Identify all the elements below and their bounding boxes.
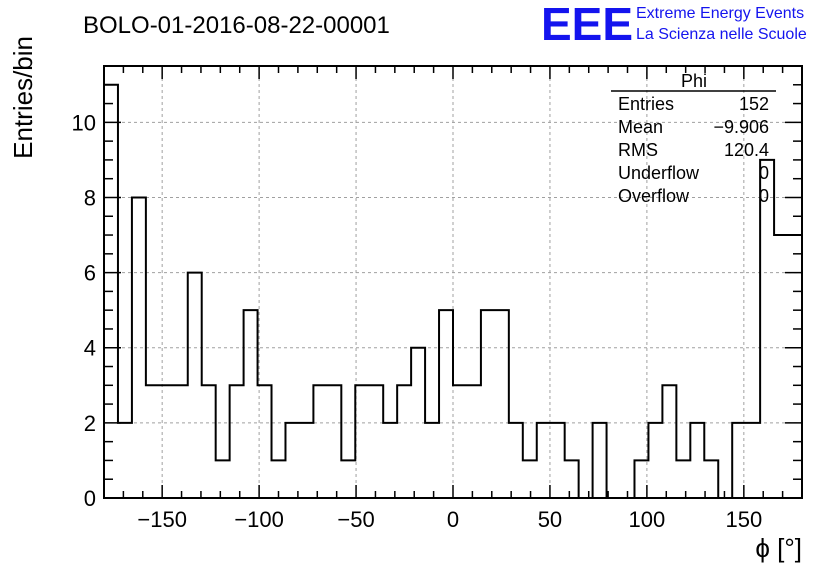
grid-lines [104,66,802,498]
stats-label-underflow: Underflow [618,163,700,183]
stats-label-entries: Entries [618,94,674,114]
y-axis-title: Entries/bin [8,36,38,159]
x-tick-label: −100 [234,507,284,532]
stats-value-entries: 152 [739,94,769,114]
x-tick-label: −50 [337,507,374,532]
y-axis-ticks: 0 2 4 6 8 10 [72,84,802,511]
y-tick-label: 10 [72,110,96,135]
logo-line-2: La Scienza nelle Scuole [636,26,807,43]
stats-box: Phi Entries 152 Mean −9.906 RMS 120.4 Un… [611,71,776,206]
stats-label-rms: RMS [618,140,658,160]
stats-value-overflow: 0 [759,186,769,206]
stats-label-mean: Mean [618,117,663,137]
stats-value-rms: 120.4 [724,140,769,160]
logo-line-1: Extreme Energy Events [636,5,804,22]
x-tick-label: −150 [137,507,187,532]
stats-value-underflow: 0 [759,163,769,183]
y-tick-label: 8 [84,185,96,210]
stats-box-name: Phi [681,71,707,91]
x-tick-label: 0 [447,507,459,532]
stats-value-mean: −9.906 [713,117,769,137]
x-tick-label: 150 [725,507,762,532]
stats-label-overflow: Overflow [618,186,690,206]
eee-logo: EEE [541,0,633,50]
x-axis-ticks: −150 −100 −50 0 50 100 150 [122,66,784,532]
x-axis-title: ϕ [°] [755,533,802,563]
y-tick-label: 2 [84,411,96,436]
y-tick-label: 6 [84,261,96,286]
chart-title: BOLO-01-2016-08-22-00001 [83,12,390,39]
y-tick-label: 4 [84,336,96,361]
x-tick-label: 50 [538,507,562,532]
histogram-series [103,83,803,499]
x-tick-label: 100 [629,507,666,532]
y-tick-label: 0 [84,486,96,511]
